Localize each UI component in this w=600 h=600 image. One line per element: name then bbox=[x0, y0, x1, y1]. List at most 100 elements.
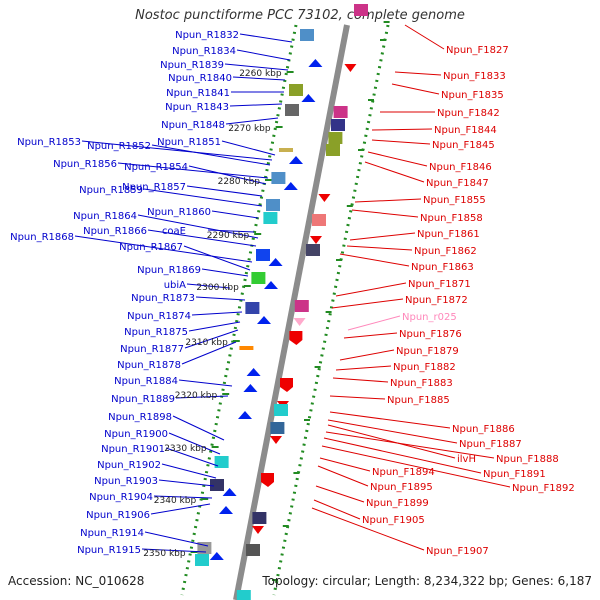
reverse-gene-leader bbox=[201, 268, 249, 277]
reverse-gene-label[interactable]: Npun_R1884 bbox=[114, 376, 178, 387]
forward-gene-label[interactable]: Npun_F1882 bbox=[393, 362, 456, 373]
forward-gene-label[interactable]: Npun_F1894 bbox=[372, 467, 435, 478]
reverse-gene-label[interactable]: Npun_R1854 bbox=[124, 162, 188, 173]
forward-gene-label[interactable]: Npun_F1862 bbox=[414, 246, 477, 257]
reverse-gene-label[interactable]: Npun_R1904 bbox=[89, 492, 153, 503]
reverse-gene-label[interactable]: Npun_R1834 bbox=[172, 46, 236, 57]
forward-gene-label[interactable]: Npun_F1863 bbox=[411, 262, 474, 273]
forward-gene-label[interactable]: Npun_F1899 bbox=[366, 498, 429, 509]
forward-gene-leader bbox=[354, 198, 422, 203]
forward-gene-label[interactable]: Npun_F1871 bbox=[408, 279, 471, 290]
ruler-tick-label: 2310 kbp bbox=[185, 338, 228, 348]
forward-gene-leader bbox=[327, 419, 458, 444]
reverse-gene-label[interactable]: Npun_R1878 bbox=[117, 360, 181, 371]
reverse-gene-leader bbox=[186, 283, 231, 289]
reverse-gene-label[interactable]: Npun_R1903 bbox=[94, 476, 158, 487]
forward-gene-label[interactable]: Npun_r025 bbox=[402, 312, 457, 323]
reverse-gene-label[interactable]: Npun_R1840 bbox=[168, 73, 232, 84]
reverse-gene-label[interactable]: Npun_R1832 bbox=[175, 30, 239, 41]
reverse-gene-label[interactable]: Npun_R1874 bbox=[127, 311, 191, 322]
forward-gene-label[interactable]: Npun_F1861 bbox=[417, 229, 480, 240]
forward-gene-label[interactable]: Npun_F1879 bbox=[396, 346, 459, 357]
forward-gene-label[interactable]: Npun_F1858 bbox=[420, 213, 483, 224]
forward-gene-label[interactable]: Npun_F1888 bbox=[496, 454, 559, 465]
reverse-gene-label[interactable]: Npun_R1889 bbox=[111, 394, 175, 405]
reverse-gene-label[interactable]: Npun_R1900 bbox=[104, 429, 168, 440]
forward-gene-label[interactable]: Npun_F1844 bbox=[434, 125, 497, 136]
reverse-gene-arrow bbox=[289, 156, 303, 164]
forward-gene-label[interactable]: Npun_F1892 bbox=[512, 483, 575, 494]
reverse-gene-label[interactable]: Npun_R1856 bbox=[53, 159, 117, 170]
reverse-gene-label[interactable]: Npun_R1864 bbox=[73, 211, 137, 222]
forward-gene-label[interactable]: Npun_F1886 bbox=[452, 424, 515, 435]
reverse-gene-leader bbox=[74, 235, 253, 263]
forward-gene-label[interactable]: Npun_F1883 bbox=[390, 378, 453, 389]
forward-gene-arrow bbox=[270, 436, 282, 444]
reverse-gene-label[interactable]: Npun_R1906 bbox=[86, 510, 150, 521]
forward-gene-leader bbox=[339, 349, 395, 361]
forward-gene-label[interactable]: ilvH bbox=[457, 454, 476, 465]
reverse-gene-label[interactable]: Npun_R1860 bbox=[147, 207, 211, 218]
reverse-gene-leader bbox=[175, 395, 229, 399]
forward-gene-label[interactable]: Npun_F1885 bbox=[387, 395, 450, 406]
reverse-gene-label[interactable]: coaE bbox=[162, 226, 186, 237]
forward-gene-label[interactable]: Npun_F1835 bbox=[441, 90, 504, 101]
reverse-gene-arrow bbox=[243, 384, 258, 392]
forward-gene-arrow bbox=[310, 236, 322, 244]
reverse-gene-label[interactable]: Npun_R1869 bbox=[137, 265, 201, 276]
reverse-gene-arrow bbox=[257, 316, 271, 324]
forward-gene-label[interactable]: Npun_F1872 bbox=[405, 295, 468, 306]
reverse-gene-label[interactable]: Npun_R1898 bbox=[108, 412, 172, 423]
forward-gene-label[interactable]: Npun_F1847 bbox=[426, 178, 489, 189]
forward-gene-leader bbox=[367, 151, 428, 167]
reverse-feature-box bbox=[289, 84, 303, 96]
forward-gene-label[interactable]: Npun_F1855 bbox=[423, 195, 486, 206]
reverse-gene-label[interactable]: Npun_R1902 bbox=[97, 460, 161, 471]
forward-gene-label[interactable]: Npun_F1905 bbox=[362, 515, 425, 526]
reverse-gene-label[interactable]: Npun_R1866 bbox=[83, 226, 147, 237]
reverse-gene-leader bbox=[221, 140, 276, 156]
reverse-gene-label[interactable]: Npun_R1915 bbox=[77, 545, 141, 556]
reverse-gene-label[interactable]: Npun_R1843 bbox=[165, 102, 229, 113]
ruler-tick-label: 2270 kbp bbox=[228, 124, 271, 134]
reverse-gene-label[interactable]: Npun_R1873 bbox=[131, 293, 195, 304]
forward-gene-label[interactable]: Npun_F1891 bbox=[483, 469, 546, 480]
reverse-gene-leader bbox=[195, 296, 246, 301]
reverse-gene-label[interactable]: Npun_R1868 bbox=[10, 232, 74, 243]
forward-feature-box bbox=[246, 544, 260, 556]
reverse-gene-label[interactable]: Npun_R1848 bbox=[161, 120, 225, 131]
reverse-gene-arrow bbox=[308, 59, 323, 67]
reverse-gene-label[interactable]: Npun_R1901 bbox=[101, 444, 165, 455]
forward-gene-label[interactable]: Npun_F1876 bbox=[399, 329, 462, 340]
reverse-gene-label[interactable]: Npun_R1867 bbox=[119, 242, 183, 253]
reverse-gene-label[interactable]: Npun_R1859 bbox=[79, 185, 143, 196]
forward-gene-label[interactable]: Npun_F1895 bbox=[370, 482, 433, 493]
reverse-gene-label[interactable]: Npun_R1875 bbox=[124, 327, 188, 338]
reverse-gene-label[interactable]: Npun_R1857 bbox=[122, 182, 186, 193]
forward-gene-block bbox=[289, 331, 303, 345]
reverse-gene-label[interactable]: Npun_R1853 bbox=[17, 137, 81, 148]
ruler-rail-left bbox=[180, 24, 298, 596]
reverse-gene-label[interactable]: ubiA bbox=[164, 280, 186, 291]
reverse-gene-label[interactable]: Npun_R1914 bbox=[80, 528, 144, 539]
forward-gene-label[interactable]: Npun_F1842 bbox=[437, 108, 500, 119]
forward-feature-box bbox=[294, 300, 309, 312]
reverse-gene-label[interactable]: Npun_R1841 bbox=[166, 88, 230, 99]
reverse-feature-box bbox=[214, 456, 229, 468]
reverse-gene-label[interactable]: Npun_R1851 bbox=[157, 137, 221, 148]
forward-feature-box bbox=[274, 404, 288, 416]
reverse-gene-label[interactable]: Npun_R1877 bbox=[120, 344, 184, 355]
forward-gene-leader bbox=[321, 445, 511, 488]
forward-gene-label[interactable]: Npun_F1907 bbox=[426, 546, 489, 557]
forward-gene-label[interactable]: Npun_F1827 bbox=[446, 45, 509, 56]
reverse-feature-box bbox=[300, 29, 314, 41]
forward-gene-label[interactable]: Npun_F1833 bbox=[443, 71, 506, 82]
reverse-gene-leader bbox=[191, 311, 243, 316]
forward-gene-leader bbox=[311, 507, 425, 551]
reverse-gene-label[interactable]: Npun_R1852 bbox=[87, 141, 151, 152]
forward-gene-label[interactable]: Npun_F1845 bbox=[432, 140, 495, 151]
forward-gene-leader bbox=[394, 71, 442, 76]
forward-gene-label[interactable]: Npun_F1887 bbox=[459, 439, 522, 450]
reverse-gene-label[interactable]: Npun_R1839 bbox=[160, 60, 224, 71]
forward-gene-label[interactable]: Npun_F1846 bbox=[429, 162, 492, 173]
